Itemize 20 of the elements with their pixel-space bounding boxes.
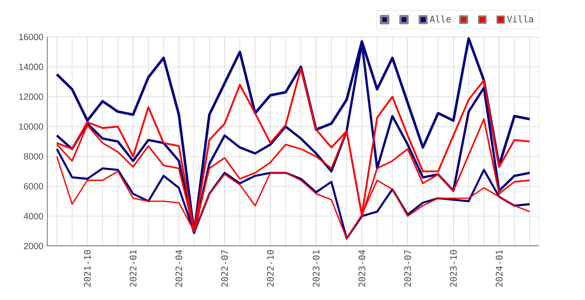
legend-label: Villa xyxy=(507,15,534,22)
x-tick-label: 2023-07 xyxy=(404,250,412,287)
y-tick-label: 8000 xyxy=(24,153,44,160)
x-tick-label: 2024-01 xyxy=(496,250,503,287)
x-tick-label: 2023-01 xyxy=(312,250,320,287)
x-tick-label: 2022-10 xyxy=(266,250,274,287)
x-tick-label: 2023-04 xyxy=(358,250,366,287)
legend-label: Alle xyxy=(430,15,451,22)
y-tick-label: 14000 xyxy=(19,64,44,70)
x-tick-label: 2023-10 xyxy=(450,250,457,287)
y-tick-label: 10000 xyxy=(19,123,44,130)
y-tick-label: 6000 xyxy=(24,183,44,190)
x-tick-label: 2021-10 xyxy=(84,250,91,287)
x-tick-label: 2022-01 xyxy=(130,250,136,287)
y-tick-label: 2000 xyxy=(24,242,44,250)
x-tick-label: 2022-07 xyxy=(221,250,228,287)
y-tick-label: 16000 xyxy=(19,34,44,40)
x-tick-label: 2022-04 xyxy=(175,250,182,287)
y-tick-label: 12000 xyxy=(19,94,44,100)
y-tick-label: 4000 xyxy=(24,212,44,220)
